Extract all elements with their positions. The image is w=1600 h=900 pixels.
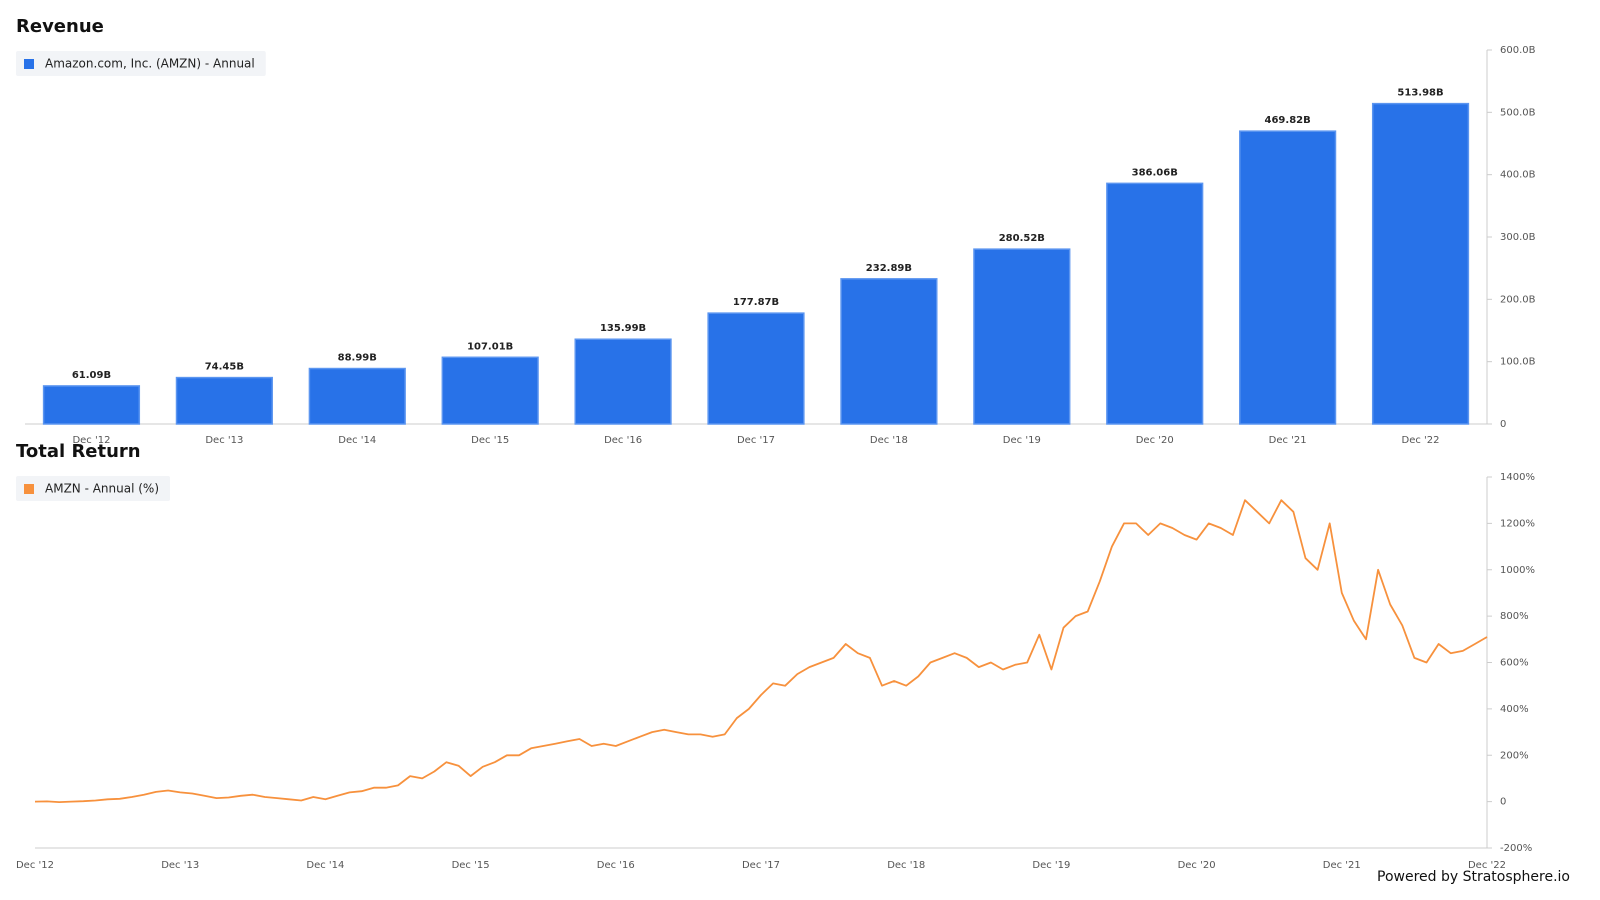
y-tick-label: 400% bbox=[1500, 704, 1529, 715]
x-tick-label: Dec '18 bbox=[887, 860, 925, 871]
value-label: 177.87B bbox=[733, 297, 779, 308]
bar bbox=[1239, 130, 1337, 425]
x-tick-label: Dec '13 bbox=[205, 435, 243, 446]
y-tick-label: 0 bbox=[1500, 419, 1506, 430]
chart-title: Total Return bbox=[16, 441, 141, 462]
x-tick-label: Dec '20 bbox=[1136, 435, 1174, 446]
legend-box bbox=[16, 476, 171, 501]
line bbox=[34, 499, 1488, 803]
y-tick-label: 400.0B bbox=[1500, 170, 1536, 181]
bar bbox=[1371, 102, 1470, 425]
legend-swatch bbox=[24, 484, 34, 494]
x-tick-label: Dec '14 bbox=[306, 860, 344, 871]
x-tick-label: Dec '19 bbox=[1032, 860, 1070, 871]
x-tick-label: Dec '13 bbox=[161, 860, 199, 871]
value-label: 107.01B bbox=[467, 341, 513, 352]
x-tick-label: Dec '14 bbox=[338, 435, 376, 446]
x-tick-label: Dec '17 bbox=[737, 435, 775, 446]
value-label: 61.09B bbox=[72, 370, 111, 381]
x-tick-label: Dec '21 bbox=[1269, 435, 1307, 446]
legend-swatch bbox=[24, 59, 34, 69]
x-tick-label: Dec '19 bbox=[1003, 435, 1041, 446]
x-tick-label: Dec '16 bbox=[604, 435, 642, 446]
y-tick-label: 1200% bbox=[1500, 518, 1535, 529]
legend-box bbox=[16, 51, 266, 76]
x-tick-label: Dec '17 bbox=[742, 860, 780, 871]
x-tick-label: Dec '16 bbox=[597, 860, 635, 871]
footer: Powered by Stratosphere.io bbox=[1377, 869, 1570, 885]
y-tick-label: 100.0B bbox=[1500, 357, 1536, 368]
x-tick-label: Dec '12 bbox=[16, 860, 54, 871]
value-label: 469.82B bbox=[1265, 115, 1311, 126]
y-tick-label: 300.0B bbox=[1500, 232, 1536, 243]
bar bbox=[441, 356, 539, 425]
y-tick-label: 1000% bbox=[1500, 565, 1535, 576]
bar bbox=[42, 385, 141, 425]
y-tick-label: 600.0B bbox=[1500, 45, 1536, 56]
value-label: 135.99B bbox=[600, 323, 646, 334]
x-tick-label: Dec '20 bbox=[1178, 860, 1216, 871]
bar bbox=[175, 376, 273, 425]
x-tick-label: Dec '15 bbox=[471, 435, 509, 446]
bar bbox=[707, 312, 805, 425]
bar bbox=[308, 367, 406, 425]
bar bbox=[1106, 182, 1204, 425]
y-tick-label: 800% bbox=[1500, 611, 1529, 622]
value-label: 88.99B bbox=[338, 353, 377, 364]
y-tick-label: 1400% bbox=[1500, 472, 1535, 483]
value-label: 232.89B bbox=[866, 263, 912, 274]
y-tick-label: 0 bbox=[1500, 797, 1506, 808]
y-tick-label: 600% bbox=[1500, 658, 1529, 669]
y-tick-label: 200% bbox=[1500, 750, 1529, 761]
value-label: 513.98B bbox=[1397, 88, 1443, 99]
x-tick-label: Dec '21 bbox=[1323, 860, 1361, 871]
chart-title: Revenue bbox=[16, 16, 104, 37]
bar bbox=[973, 248, 1071, 425]
x-tick-label: Dec '15 bbox=[452, 860, 490, 871]
legend-label: Amazon.com, Inc. (AMZN) - Annual bbox=[45, 57, 255, 71]
value-label: 386.06B bbox=[1132, 167, 1178, 178]
legend-label: AMZN - Annual (%) bbox=[45, 482, 159, 496]
y-tick-label: -200% bbox=[1500, 843, 1532, 854]
x-tick-label: Dec '18 bbox=[870, 435, 908, 446]
y-tick-label: 500.0B bbox=[1500, 107, 1536, 118]
value-label: 280.52B bbox=[999, 233, 1045, 244]
y-tick-label: 200.0B bbox=[1500, 294, 1536, 305]
x-tick-label: Dec '12 bbox=[72, 435, 110, 446]
x-tick-label: Dec '22 bbox=[1468, 860, 1506, 871]
bar bbox=[840, 278, 938, 425]
x-tick-label: Dec '22 bbox=[1402, 435, 1440, 446]
bar bbox=[574, 338, 672, 425]
value-label: 74.45B bbox=[205, 362, 244, 373]
